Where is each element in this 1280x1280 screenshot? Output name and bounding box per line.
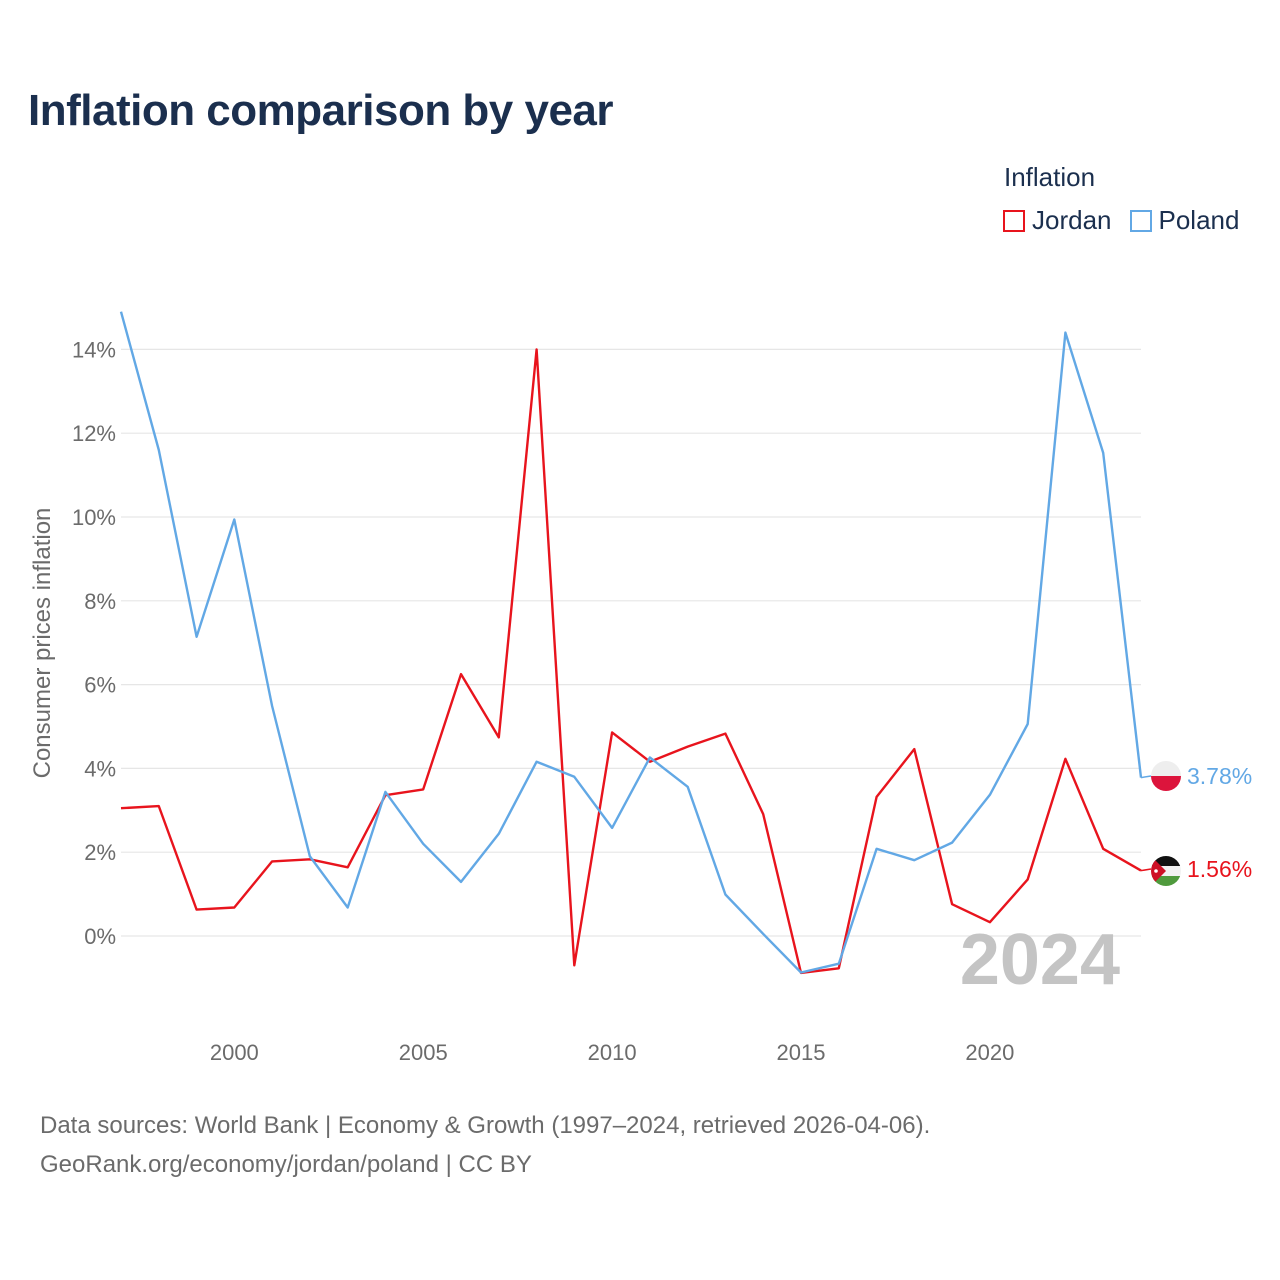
legend-item-poland[interactable]: Poland	[1129, 205, 1240, 236]
legend-label-poland: Poland	[1158, 205, 1240, 235]
y-tick-label: 12%	[72, 421, 116, 446]
y-axis-title: Consumer prices inflation	[29, 508, 56, 779]
inflation-line-chart: 0% 2% 4% 6% 8% 10% 12% 14% 2000 2005 2010 2015 2020 C…	[29, 311, 1252, 1065]
y-tick-label: 4%	[84, 756, 116, 781]
credit-link[interactable]: GeoRank.org/economy/jordan/poland | CC B…	[40, 1151, 532, 1178]
end-connector-jordan	[1140, 868, 1152, 872]
y-tick-label: 14%	[72, 337, 116, 362]
x-tick-label: 2015	[777, 1040, 826, 1065]
x-tick-label: 2020	[965, 1040, 1014, 1065]
x-tick-label: 2000	[210, 1040, 259, 1065]
y-tick-label: 0%	[84, 924, 116, 949]
legend-swatch-poland	[1129, 209, 1152, 232]
footer: Data sources: World Bank | Economy & Gro…	[40, 1106, 930, 1184]
x-tick-label: 2005	[399, 1040, 448, 1065]
x-tick-label: 2010	[588, 1040, 637, 1065]
chart-title: Inflation comparison by year	[28, 86, 614, 135]
end-value-label-poland: 3.78%	[1187, 763, 1252, 789]
legend-title: Inflation	[1004, 162, 1096, 192]
y-tick-label: 10%	[72, 505, 116, 530]
legend-label-jordan: Jordan	[1032, 205, 1112, 235]
y-tick-label: 6%	[84, 673, 116, 698]
series-line-poland[interactable]	[119, 311, 1143, 974]
year-watermark: 2024	[960, 920, 1120, 1000]
series-line-jordan[interactable]	[120, 348, 1142, 975]
y-tick-label: 2%	[84, 840, 116, 865]
legend-swatch-jordan	[1003, 209, 1025, 232]
legend: Jordan Poland	[1003, 205, 1239, 236]
y-tick-label: 8%	[84, 589, 116, 614]
end-connector-poland	[1140, 775, 1152, 779]
end-value-label-jordan: 1.56%	[1187, 856, 1252, 882]
poland-flag	[1151, 761, 1181, 791]
jordan-flag	[1151, 856, 1181, 886]
data-sources: Data sources: World Bank | Economy & Gro…	[40, 1112, 931, 1139]
legend-item-jordan[interactable]: Jordan	[1003, 205, 1112, 236]
